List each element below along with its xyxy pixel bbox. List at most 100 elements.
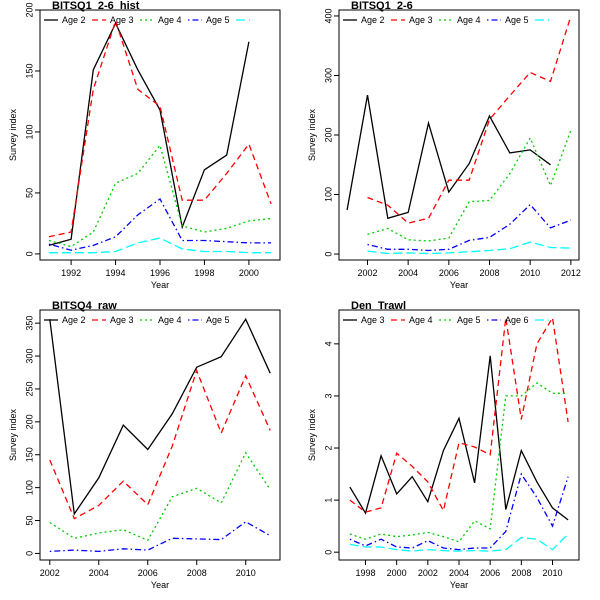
y-tick-label: 50 <box>24 188 34 198</box>
x-tick-label: 1992 <box>61 268 81 278</box>
x-tick-label: 2012 <box>561 268 581 278</box>
plot-frame <box>338 9 580 261</box>
plot-frame <box>39 309 281 561</box>
x-axis-label: Year <box>450 580 468 590</box>
series-line-age-5 <box>367 203 572 252</box>
legend-label: Age 3 <box>409 15 433 25</box>
x-tick-label: 2004 <box>398 268 418 278</box>
legend-label: Age 2 <box>62 15 86 25</box>
y-tick-label: 1 <box>323 498 333 503</box>
series-line-unnamed-4 <box>48 237 272 254</box>
y-tick-label: 200 <box>24 2 34 17</box>
y-tick-label: 400 <box>323 8 333 23</box>
chart-title: Den_Trawl <box>351 300 406 312</box>
x-tick-label: 2008 <box>187 568 207 578</box>
y-tick-label: 200 <box>323 127 333 142</box>
legend-label: Age 4 <box>158 15 182 25</box>
x-tick-label: 1994 <box>106 268 126 278</box>
x-tick-label: 2004 <box>89 568 109 578</box>
series-line-age-3 <box>48 18 272 238</box>
x-tick-label: 2008 <box>479 268 499 278</box>
legend-label: Age 3 <box>110 315 134 325</box>
y-tick-label: 0 <box>323 550 333 555</box>
legend-label: Age 4 <box>409 315 433 325</box>
x-tick-label: 2006 <box>138 568 158 578</box>
series-line-unnamed-4 <box>349 533 569 552</box>
x-tick-label: 1998 <box>194 268 214 278</box>
plot-frame <box>338 309 580 561</box>
series-line-age-4 <box>349 315 569 513</box>
x-tick-label: 2010 <box>542 568 562 578</box>
y-tick-label: 100 <box>24 480 34 495</box>
chart-panel-bitsq1-2-6-hist: BITSQ1_2-6_hist 1992 1994 1996 1998 2000 0 50 10… <box>8 0 281 290</box>
x-axis-label: Year <box>450 280 468 290</box>
x-tick-label: 2002 <box>40 568 60 578</box>
y-axis-label: Survey index <box>307 408 317 461</box>
chart-panel-bitsq4-raw: BITSQ4_raw 2002 2004 2006 2008 2010 0 50 100 150 2… <box>8 300 281 590</box>
chart-title: BITSQ1_2-6_hist <box>52 0 140 12</box>
x-tick-label: 2002 <box>418 568 438 578</box>
legend-label: Age 3 <box>361 315 385 325</box>
y-tick-label: 0 <box>24 251 34 256</box>
y-tick-label: 0 <box>323 252 333 257</box>
legend-label: Age 4 <box>457 15 481 25</box>
legend-label: Age 6 <box>505 315 529 325</box>
series-line-age-4 <box>48 143 272 248</box>
series-line-age-2 <box>48 21 250 247</box>
legend-label: Age 2 <box>62 315 86 325</box>
y-tick-label: 350 <box>24 316 34 331</box>
legend-label: Age 5 <box>457 315 481 325</box>
y-tick-label: 4 <box>323 341 333 346</box>
series-line-age-5 <box>49 521 271 553</box>
series-line-age-3 <box>349 355 569 521</box>
series-line-age-3 <box>367 15 572 224</box>
series-line-age-4 <box>49 451 271 542</box>
series-line-unnamed-4 <box>367 241 571 255</box>
y-tick-label: 100 <box>323 187 333 202</box>
x-tick-label: 2006 <box>439 268 459 278</box>
x-tick-label: 1998 <box>355 568 375 578</box>
y-tick-label: 150 <box>24 63 34 78</box>
legend-label: Age 3 <box>110 15 134 25</box>
chart-title: BITSQ4_raw <box>52 300 117 312</box>
x-axis-label: Year <box>151 280 169 290</box>
chart-title: BITSQ1_2-6 <box>351 0 413 12</box>
chart-panel-den-trawl: Den_Trawl 1998 2000 2002 2004 2006 2008 2010 0 1 2… <box>307 300 580 590</box>
y-tick-label: 2 <box>323 446 333 451</box>
y-tick-label: 50 <box>24 516 34 526</box>
series-line-age-4 <box>367 129 572 242</box>
y-axis-label: Survey index <box>307 108 317 161</box>
chart-panel-bitsq1-2-6: BITSQ1_2-6 2002 2004 2006 2008 2010 2012 0 100 20… <box>307 0 581 290</box>
series-line-age-5 <box>48 198 272 251</box>
legend-label: Age 5 <box>206 15 230 25</box>
x-tick-label: 2000 <box>387 568 407 578</box>
legend-label: Age 5 <box>505 15 529 25</box>
y-tick-label: 0 <box>24 551 34 556</box>
y-axis-label: Survey index <box>8 408 18 461</box>
y-tick-label: 300 <box>323 68 333 83</box>
x-tick-label: 2002 <box>357 268 377 278</box>
y-axis-label: Survey index <box>8 108 18 161</box>
series-line-age-2 <box>49 317 271 516</box>
x-tick-label: 2008 <box>511 568 531 578</box>
series-line-age-2 <box>346 94 551 220</box>
y-tick-label: 100 <box>24 124 34 139</box>
x-tick-label: 1996 <box>150 268 170 278</box>
legend-label: Age 4 <box>158 315 182 325</box>
legend-label: Age 5 <box>206 315 230 325</box>
x-tick-label: 2010 <box>520 268 540 278</box>
legend-label: Age 2 <box>361 15 385 25</box>
y-tick-label: 3 <box>323 393 333 398</box>
y-tick-label: 200 <box>24 414 34 429</box>
y-tick-label: 300 <box>24 349 34 364</box>
x-tick-label: 2004 <box>449 568 469 578</box>
y-tick-label: 250 <box>24 381 34 396</box>
y-tick-label: 150 <box>24 447 34 462</box>
x-axis-label: Year <box>151 580 169 590</box>
series-line-age-5 <box>349 382 569 543</box>
x-tick-label: 2006 <box>480 568 500 578</box>
series-line-age-6 <box>349 472 569 551</box>
x-tick-label: 2000 <box>239 268 259 278</box>
x-tick-label: 2010 <box>236 568 256 578</box>
